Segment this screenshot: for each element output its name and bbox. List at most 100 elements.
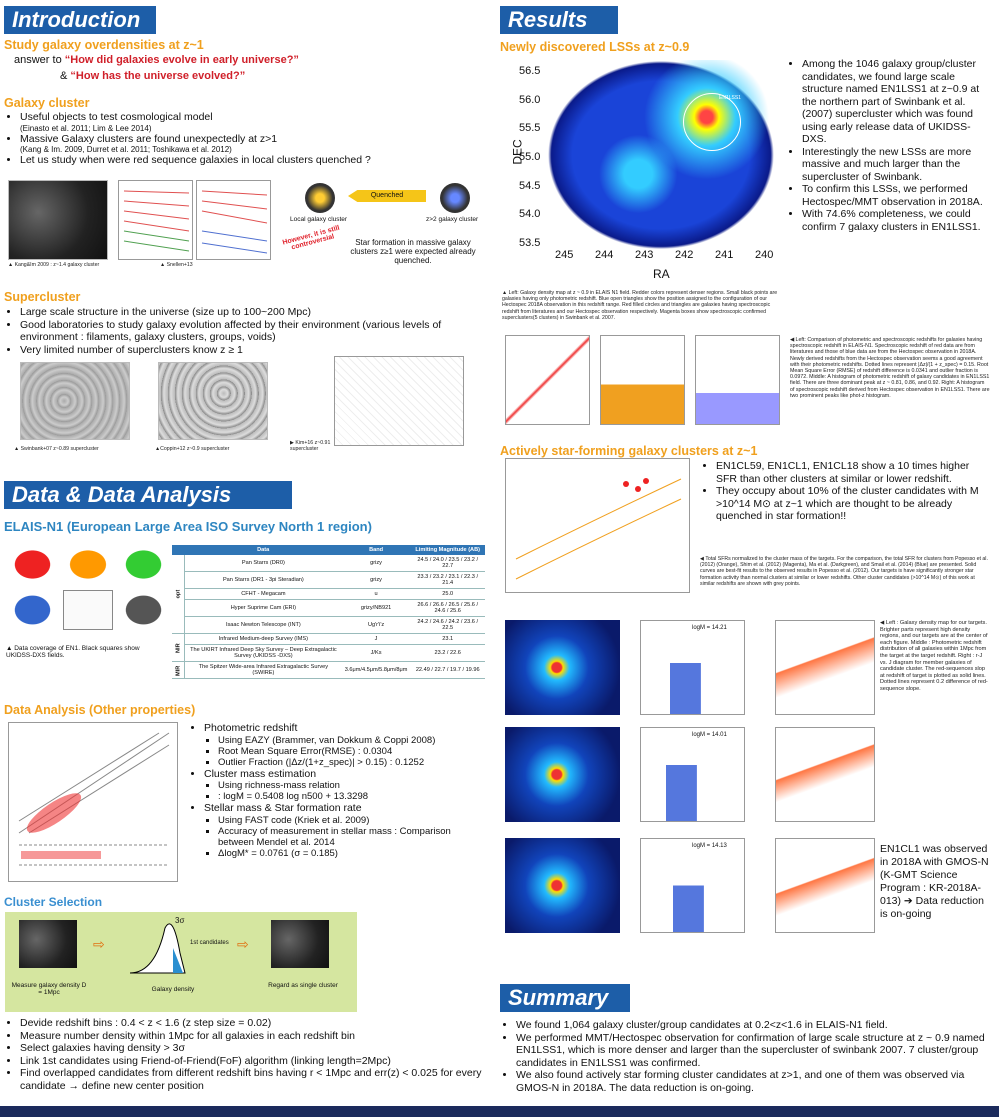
bullet: Measure number density within 1Mpc for a… <box>20 1030 486 1043</box>
arrow: ⇨ <box>93 936 105 953</box>
x-tick-label: 245 <box>555 249 573 261</box>
figure <box>505 620 620 715</box>
table-cell: 22.49 / 22.7 / 19.7 / 19.96 <box>410 662 485 679</box>
label: Galaxy density <box>133 986 213 993</box>
group-label: MIR <box>172 662 185 679</box>
table-cell: CFHT - Megacam <box>185 589 342 600</box>
caption: ▲ Swinbank+07 z~0.89 supercluster <box>14 446 144 452</box>
section-banner: Introduction <box>4 6 156 34</box>
y-tick-label: 56.0 <box>519 94 540 106</box>
table-cell: 23.2 / 22.6 <box>410 645 485 662</box>
cluster-icon <box>305 183 335 213</box>
figure <box>118 180 193 260</box>
section-banner: Results <box>500 6 618 34</box>
figure <box>119 545 168 584</box>
bullet-list: Useful objects to test cosmological mode… <box>4 111 484 167</box>
coverage-figures <box>8 545 168 630</box>
question: “How did galaxies evolve in early univer… <box>65 54 299 66</box>
label: 1st candidates <box>190 940 229 946</box>
table-cell: J <box>342 634 411 645</box>
figure <box>640 838 745 933</box>
bullet: Select galaxies having density > 3σ <box>20 1042 486 1055</box>
table-cell: 24.5 / 24.0 / 23.5 / 23.2 / 22.7 <box>410 555 485 572</box>
figure <box>505 458 690 593</box>
bullet-list: Photometric redshiftUsing EAZY (Brammer,… <box>188 722 486 859</box>
label: Measure galaxy density D = 1Mpc <box>9 982 89 996</box>
bullet: Devide redshift bins : 0.4 < z < 1.6 (z … <box>20 1017 486 1030</box>
table-cell: Pan Starrs (DR0) <box>185 555 342 572</box>
table-cell: Infrared Medium-deep Survey (IMS) <box>185 634 342 645</box>
figure <box>8 722 178 882</box>
table-cell: Hyper Suprime Cam (ERI) <box>185 600 342 617</box>
figure <box>8 180 108 260</box>
sub-list: Using FAST code (Kriek et al. 2009)Accur… <box>204 815 486 859</box>
bullet: Outlier Fraction (|Δz/(1+z_spec)| > 0.15… <box>218 757 486 768</box>
bullet-list: Large scale structure in the universe (s… <box>4 306 484 356</box>
heading: Study galaxy overdensities at z~1 <box>4 38 204 52</box>
arrow: ⇨ <box>237 936 249 953</box>
figure <box>505 335 590 425</box>
bullet: They occupy about 10% of the cluster can… <box>716 485 990 523</box>
bullet-text: Photometric redshift <box>204 722 297 734</box>
header-cell: Band <box>342 545 411 555</box>
table-cell: 3.6μm/4.5μm/5.8μm/8μm <box>342 662 411 679</box>
cluster-icon <box>440 183 470 213</box>
bullet: We also found actively star forming clus… <box>516 1069 992 1094</box>
table-cell: Isaac Newton Telescope (INT) <box>185 617 342 634</box>
bullet: Large scale structure in the universe (s… <box>20 306 484 319</box>
table-cell: Ug'r'i'z <box>342 617 411 634</box>
figure <box>600 335 685 425</box>
y-tick-label: 55.0 <box>519 151 540 163</box>
figure <box>8 590 57 631</box>
table-cell: grizy/NB921 <box>342 600 411 617</box>
bullet: We found 1,064 galaxy cluster/group cand… <box>516 1019 992 1032</box>
x-tick-label: 240 <box>755 249 773 261</box>
curve <box>202 191 267 223</box>
bullet: Good laboratories to study galaxy evolut… <box>20 319 484 344</box>
table-cell: 25.0 <box>410 589 485 600</box>
figure <box>20 362 130 440</box>
header-cell: Limiting Magnitude (AB) <box>410 545 485 555</box>
bullet: Very limited number of superclusters kno… <box>20 344 484 357</box>
table-cell: The Spitzer Wide-area Infrared Extragala… <box>185 662 342 679</box>
bullet-list: Devide redshift bins : 0.4 < z < 1.6 (z … <box>4 1017 486 1092</box>
bullet: Root Mean Square Error(RMSE) : 0.0304 <box>218 746 486 757</box>
bullet-list: EN1CL59, EN1CL1, EN1CL18 show a 10 times… <box>700 460 990 523</box>
selection-figure: ⇨ 3σ 1st candidates ⇨ Measure galaxy den… <box>5 912 357 1012</box>
section-banner: Data & Data Analysis <box>4 481 292 509</box>
caption: ◀ Total SFRs normalized to the cluster m… <box>700 556 990 598</box>
table-cell: grizy <box>342 555 411 572</box>
figure <box>19 920 77 968</box>
table-cell: J/Ks <box>342 645 411 662</box>
caption: ◀ Left : Galaxy density map for our targ… <box>880 620 990 693</box>
figure <box>640 727 745 822</box>
figure <box>125 918 215 978</box>
table-row: The UKIRT Infrared Deep Sky Survey – Dee… <box>172 645 485 662</box>
note: However, it is still controversial <box>281 224 343 253</box>
figure <box>196 180 271 260</box>
table-cell: The UKIRT Infrared Deep Sky Survey – Dee… <box>185 645 342 662</box>
bullet-list: We found 1,064 galaxy cluster/group cand… <box>500 1019 992 1094</box>
text: answer to <box>14 54 62 66</box>
label: Regard as single cluster <box>263 982 343 989</box>
points <box>21 851 101 859</box>
table-cell: 24.2 / 24.6 / 24.2 / 23.6 / 22.5 <box>410 617 485 634</box>
bullet: Accuracy of measurement in stellar mass … <box>218 826 486 848</box>
bullet: Using FAST code (Kriek et al. 2009) <box>218 815 486 826</box>
y-tick-label: 54.5 <box>519 180 540 192</box>
bullet: Photometric redshiftUsing EAZY (Brammer,… <box>204 722 486 768</box>
label: 3σ <box>175 916 184 925</box>
bullet: We performed MMT/Hectospec observation f… <box>516 1032 992 1070</box>
curve <box>202 231 267 253</box>
bullet: To confirm this LSSs, we performed Hecto… <box>802 183 992 208</box>
label: Local galaxy cluster <box>290 216 347 223</box>
map-image <box>547 60 775 250</box>
arrow-label: Quenched <box>348 190 426 202</box>
note: Star formation in massive galaxy cluster… <box>348 238 478 265</box>
